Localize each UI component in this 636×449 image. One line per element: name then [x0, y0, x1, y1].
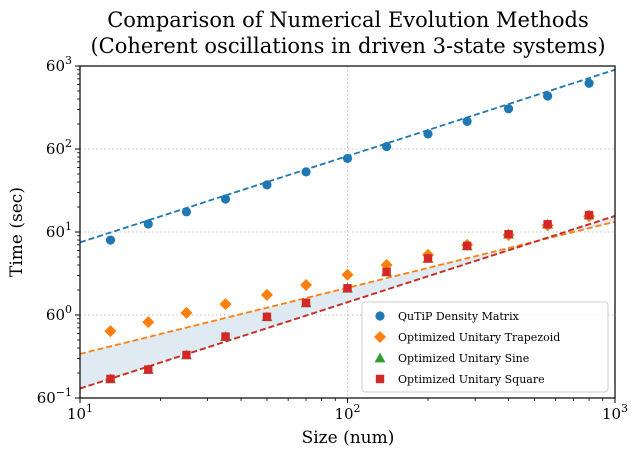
point-s3-11: [543, 220, 552, 229]
grid: [80, 66, 615, 398]
y-tick-label-2: 601: [46, 220, 72, 241]
point-s3-1: [144, 365, 153, 374]
point-s0-8: [423, 129, 433, 139]
point-s0-6: [342, 153, 353, 164]
point-s3-5: [301, 298, 311, 308]
point-s0-11: [543, 91, 553, 101]
legend-marker-2: [374, 352, 386, 363]
point-s1-4: [260, 288, 273, 301]
legend-label-3: Optimized Unitary Square: [398, 373, 545, 386]
point-s0-4: [262, 180, 272, 190]
x-tick-label-0: 101: [67, 402, 93, 423]
legend-label-1: Optimized Unitary Trapezoid: [398, 331, 560, 344]
point-s0-12: [584, 78, 594, 88]
point-s0-3: [220, 194, 231, 204]
point-s0-5: [301, 167, 311, 177]
y-axis-label: Time (sec): [7, 187, 27, 277]
point-s3-8: [423, 254, 433, 263]
legend-marker-3: [375, 374, 385, 384]
chart-title-line-2: (Coherent oscillations in driven 3-state…: [90, 34, 605, 58]
fit-line-3: [79, 215, 616, 390]
point-s3-10: [504, 230, 513, 239]
chart-title-line-1: Comparison of Numerical Evolution Method…: [107, 8, 589, 32]
point-s1-5: [300, 278, 313, 291]
point-s0-1: [143, 219, 153, 229]
point-s0-0: [105, 235, 116, 245]
point-s3-12: [584, 210, 594, 220]
point-s3-6: [343, 284, 352, 293]
legend: QuTiP Density Matrix Optimized Unitary Tr…: [361, 301, 609, 393]
legend-label-2: Optimized Unitary Sine: [398, 352, 529, 365]
point-s3-0: [106, 374, 115, 384]
point-s0-7: [381, 141, 392, 152]
point-s0-9: [462, 116, 472, 127]
point-s3-3: [221, 332, 230, 341]
point-s3-4: [262, 312, 272, 322]
y-tick-label-4: 603: [46, 54, 72, 75]
legend-label-0: QuTiP Density Matrix: [398, 310, 520, 323]
y-tick-label-3: 602: [46, 137, 72, 158]
x-tick-label-1: 102: [334, 402, 360, 423]
y-tick-label-0: 60−1: [37, 386, 72, 407]
point-s1-0: [104, 325, 117, 338]
point-s1-1: [142, 316, 155, 329]
legend-marker-1: [374, 331, 386, 343]
point-s3-7: [382, 267, 391, 277]
point-s1-2: [180, 306, 193, 319]
point-s1-3: [219, 298, 232, 311]
point-s3-9: [462, 241, 472, 251]
legend-marker-0: [375, 311, 385, 321]
point-s0-2: [181, 207, 192, 217]
point-s1-6: [341, 268, 354, 281]
x-axis-label: Size (num): [302, 428, 395, 448]
x-tick-label-2: 103: [602, 402, 628, 423]
point-s3-2: [182, 350, 191, 360]
y-tick-label-1: 600: [46, 303, 72, 324]
point-s0-10: [503, 104, 514, 114]
data-points: [104, 78, 596, 384]
axis-ticks: 101 102 103 60−1 600 601 602 603: [37, 54, 628, 423]
legend-box: [361, 301, 609, 393]
